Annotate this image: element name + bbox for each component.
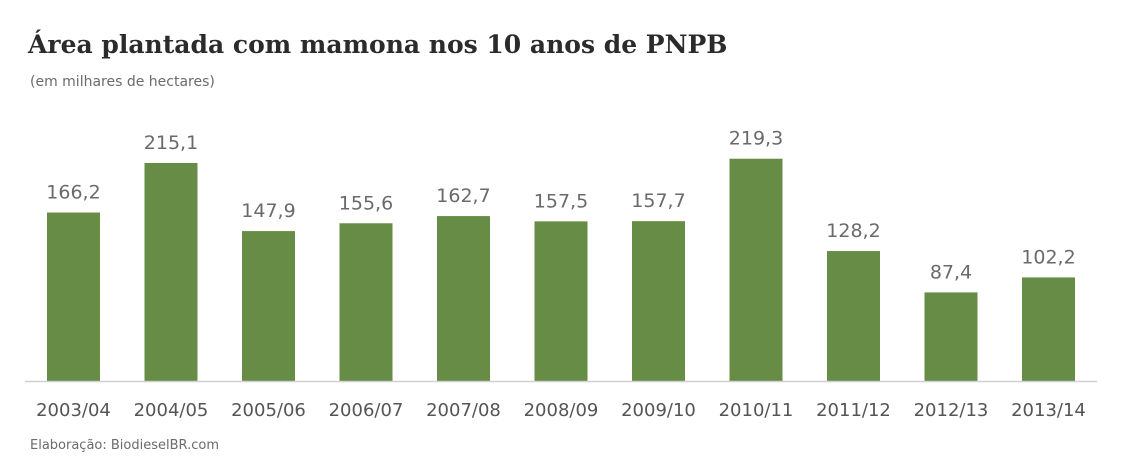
bar-2006-07 [339, 223, 393, 381]
value-labels-group: 166,2 215,1 147,9 155,6 162,7 157,5 157,7 219,3… [46, 128, 1075, 284]
bar-2005-06 [242, 231, 295, 381]
value-label-2004-05: 215,1 [144, 132, 198, 154]
category-label-2011-12: 2011/12 [816, 400, 891, 421]
bar-2012-13 [924, 292, 978, 381]
value-label-2003-04: 166,2 [46, 182, 100, 204]
value-label-2008-09: 157,5 [534, 190, 588, 212]
category-label-2007-08: 2007/08 [426, 400, 501, 421]
value-label-2011-12: 128,2 [826, 220, 880, 242]
category-label-2003-04: 2003/04 [36, 400, 111, 421]
source-note: Elaboração: BiodieselBR.com [30, 438, 220, 453]
value-label-2013-14: 102,2 [1021, 246, 1075, 268]
category-label-2010-11: 2010/11 [719, 400, 794, 421]
value-label-2010-11: 219,3 [729, 128, 783, 150]
bar-2010-11 [729, 158, 783, 381]
bar-2003-04 [47, 212, 100, 381]
bar-2004-05 [144, 162, 198, 381]
category-labels-group: 2003/04 2004/05 2005/06 2006/07 2007/08 2008/… [36, 400, 1086, 421]
category-label-2008-09: 2008/09 [524, 400, 599, 421]
value-label-2005-06: 147,9 [241, 200, 295, 222]
value-label-2009-10: 157,7 [631, 190, 685, 212]
value-label-2007-08: 162,7 [436, 185, 490, 207]
value-label-2012-13: 87,4 [930, 261, 972, 283]
category-label-2005-06: 2005/06 [231, 400, 306, 421]
bar-2009-10 [632, 221, 685, 381]
category-label-2006-07: 2006/07 [329, 400, 404, 421]
bar-2007-08 [437, 216, 490, 381]
bar-2013-14 [1022, 277, 1075, 381]
category-label-2009-10: 2009/10 [621, 400, 696, 421]
category-label-2013-14: 2013/14 [1011, 400, 1086, 421]
value-label-2006-07: 155,6 [339, 192, 393, 214]
chart-title: Área plantada com mamona nos 10 anos de … [28, 30, 728, 59]
bar-2011-12 [827, 251, 880, 381]
category-label-2004-05: 2004/05 [134, 400, 209, 421]
category-label-2012-13: 2012/13 [914, 400, 989, 421]
bar-2008-09 [534, 221, 588, 381]
chart-subtitle: (em milhares de hectares) [30, 74, 215, 90]
bars-group [47, 158, 1075, 381]
